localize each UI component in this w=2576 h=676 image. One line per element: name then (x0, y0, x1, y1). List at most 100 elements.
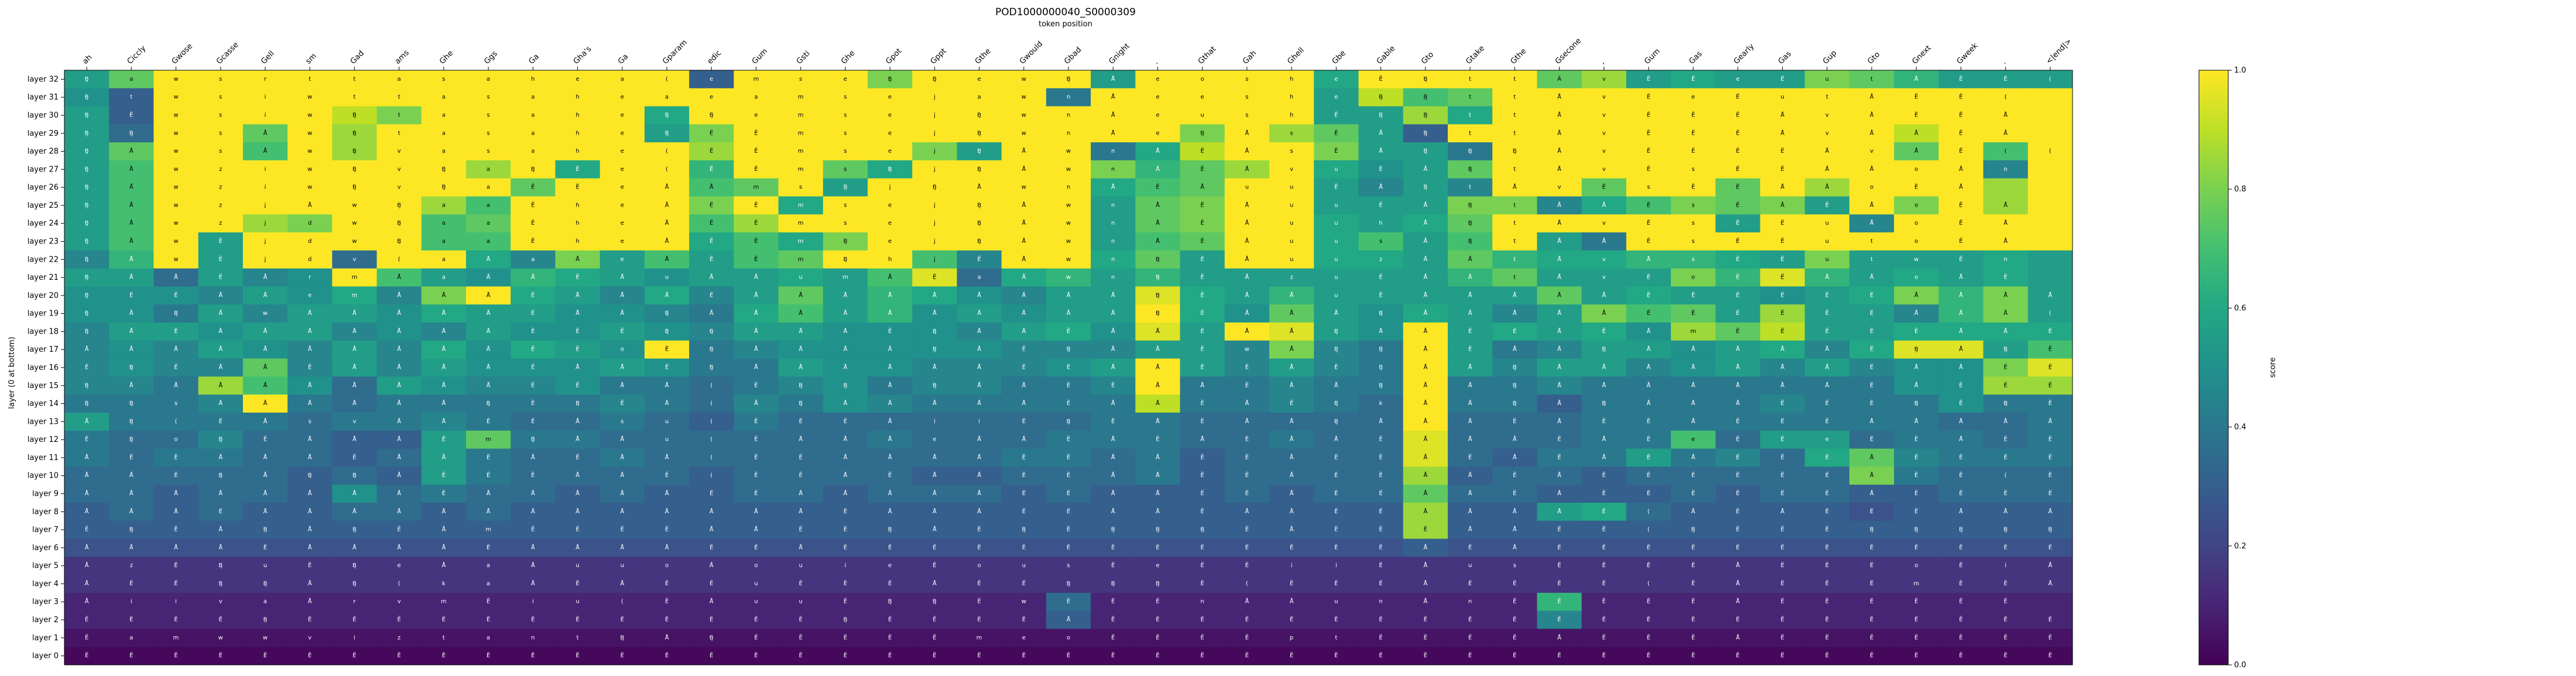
heatmap-cell (957, 592, 1002, 612)
cell-token-label: Å̇ (977, 507, 981, 515)
cell-token-label: t (577, 634, 579, 641)
heatmap-cell (421, 286, 467, 305)
heatmap-cell (1581, 250, 1627, 269)
cell-token-label: Ë (1959, 147, 1962, 155)
heatmap-cell (1894, 538, 1939, 557)
heatmap-cell (287, 268, 333, 287)
x-tick-label: Gnext (1910, 44, 1933, 66)
heatmap-cell (1581, 448, 1627, 467)
cell-token-label: p (1290, 634, 1293, 641)
heatmap-cell (1314, 214, 1359, 233)
cell-token-label: Å̇ (1602, 435, 1606, 443)
cell-token-label: Ë (531, 399, 535, 407)
cell-token-label: Ë (1780, 417, 1784, 425)
cell-token-label: Å̇ (397, 309, 401, 317)
cell-token-label: B̧ (129, 418, 133, 425)
cell-token-label: Å̇ (1111, 291, 1115, 298)
x-tick-label: Gas (1777, 50, 1793, 66)
heatmap-cell (511, 232, 556, 251)
x-tick-label: Gah (1241, 49, 1258, 66)
heatmap-cell (64, 178, 109, 197)
cell-token-label: Å̇ (1825, 147, 1829, 155)
cell-token-label: Ë (1602, 561, 1606, 569)
heatmap-cell (376, 70, 422, 89)
cell-token-label: w (1022, 112, 1026, 118)
heatmap-cell (332, 466, 378, 485)
heatmap-cell (1760, 196, 1806, 215)
heatmap-cell (376, 196, 422, 215)
cell-token-label: e (844, 76, 847, 83)
cell-token-label: Ë (2049, 543, 2052, 551)
cell-token-label: B̧ (710, 365, 714, 371)
cell-token-label: Ë (129, 579, 133, 587)
heatmap-cell (376, 466, 422, 485)
heatmap-cell (957, 466, 1002, 485)
cell-token-label: B̧ (531, 437, 535, 443)
cell-token-label: u (665, 437, 669, 443)
cell-token-label: Ë (1780, 561, 1784, 569)
cell-token-label: Å̇ (1736, 363, 1740, 371)
heatmap-cell (734, 214, 779, 233)
cell-token-label: Ë (85, 651, 88, 659)
cell-token-label: Ë (754, 471, 758, 479)
heatmap-cell (1938, 340, 1984, 359)
cell-token-label: Å̇ (308, 309, 312, 317)
cell-token-label: Å̇ (1691, 399, 1695, 407)
heatmap-cell (109, 340, 154, 359)
heatmap-cell (734, 376, 779, 395)
heatmap-cell (1983, 502, 2029, 521)
cell-token-label: Å̇ (1156, 507, 1160, 515)
heatmap-cell (64, 610, 109, 629)
cell-token-label: Ë (1513, 579, 1516, 587)
heatmap-cell (421, 538, 467, 557)
cell-token-label: Å̇ (1290, 471, 1294, 479)
heatmap-cell (1894, 610, 1939, 629)
heatmap-cell (912, 610, 957, 629)
cell-token-label: Ë (1201, 147, 1204, 155)
cell-token-label: Å̇ (263, 399, 268, 407)
heatmap-cell (376, 340, 422, 359)
heatmap-cell (1314, 610, 1359, 629)
heatmap-cell (1537, 178, 1582, 197)
heatmap-cell (1894, 142, 1939, 161)
heatmap-cell (376, 214, 422, 233)
heatmap-cell (511, 394, 556, 413)
cell-token-label: Ë (1602, 507, 1606, 515)
heatmap-cell (1894, 557, 1939, 575)
cell-token-label: Ë (1468, 616, 1472, 623)
cell-token-label: Å̇ (933, 579, 937, 587)
cell-token-label: Ë (710, 579, 713, 587)
cell-token-label: Å̇ (1423, 345, 1427, 353)
cell-token-label: Ë (1067, 471, 1070, 479)
heatmap-cell (1760, 70, 1806, 89)
cell-token-label: Ë (1334, 579, 1338, 587)
heatmap-cell (1626, 629, 1671, 647)
x-tick-label: Ggs (482, 49, 499, 66)
cell-token-label: B̧ (1870, 527, 1874, 533)
heatmap-cell (1269, 196, 1314, 215)
cell-token-label: Å̇ (977, 453, 981, 461)
cell-token-label: B̧ (85, 202, 89, 208)
cell-token-label: w (1022, 94, 1026, 101)
heatmap-cell (823, 322, 868, 341)
heatmap-cell (600, 322, 645, 341)
heatmap-cell (332, 629, 378, 647)
heatmap-cell (1983, 322, 2029, 341)
cell-token-label: a (263, 599, 267, 605)
heatmap-cell (287, 178, 333, 197)
heatmap-cell (332, 557, 378, 575)
heatmap-cell (1447, 412, 1493, 431)
cell-token-label: w (218, 634, 223, 641)
cell-token-label: z (130, 562, 133, 569)
heatmap-cell (1224, 214, 1270, 233)
cell-token-label: Å̇ (1111, 327, 1115, 335)
cell-token-label: ( (2049, 148, 2051, 155)
heatmap-cell (1492, 106, 1537, 125)
y-tick-label: layer 1 (32, 634, 59, 643)
cell-token-label: j (264, 256, 266, 263)
heatmap-cell (1626, 376, 1671, 395)
heatmap-cell (511, 557, 556, 575)
heatmap-cell (1001, 70, 1047, 89)
heatmap-cell (1403, 358, 1448, 377)
cell-token-label: j (933, 202, 936, 208)
